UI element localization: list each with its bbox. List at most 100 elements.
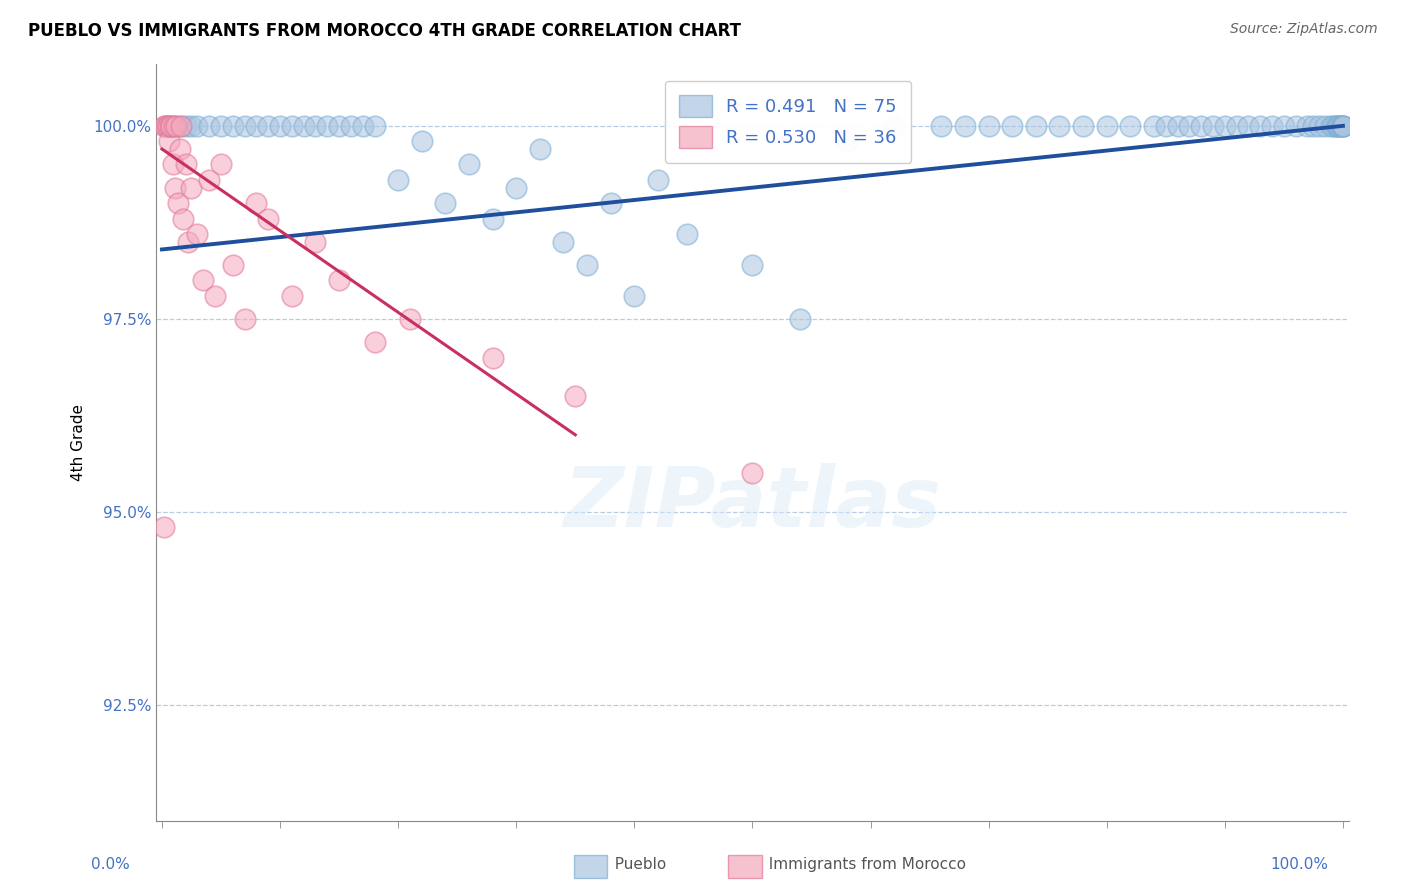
- Point: [434, 196, 457, 211]
- Point: [481, 211, 503, 226]
- Point: [165, 119, 187, 133]
- Point: [1202, 119, 1225, 133]
- Point: [193, 273, 215, 287]
- Point: [153, 119, 176, 133]
- Point: [222, 119, 245, 133]
- Point: [1320, 119, 1343, 133]
- Point: [167, 196, 190, 211]
- Point: [741, 467, 763, 481]
- Point: [352, 119, 374, 133]
- Point: [222, 258, 245, 272]
- Text: 0.0%: 0.0%: [91, 857, 131, 872]
- Point: [170, 119, 193, 133]
- Point: [977, 119, 1000, 133]
- Point: [576, 258, 599, 272]
- Point: [1095, 119, 1118, 133]
- Point: [1167, 119, 1189, 133]
- Point: [174, 157, 197, 171]
- Point: [399, 312, 422, 326]
- Point: [1001, 119, 1024, 133]
- Point: [160, 119, 183, 133]
- Point: [304, 119, 326, 133]
- Point: [204, 289, 226, 303]
- Point: [304, 235, 326, 249]
- Point: [1329, 119, 1351, 133]
- Point: [1296, 119, 1319, 133]
- Point: [174, 119, 197, 133]
- Point: [281, 289, 304, 303]
- Point: [931, 119, 953, 133]
- Point: [163, 180, 186, 194]
- Point: [1178, 119, 1201, 133]
- Point: [1226, 119, 1249, 133]
- Text: 100.0%: 100.0%: [1271, 857, 1329, 872]
- Point: [458, 157, 481, 171]
- Point: [209, 157, 232, 171]
- Point: [340, 119, 363, 133]
- Point: [1324, 119, 1347, 133]
- Point: [163, 119, 186, 133]
- Point: [1049, 119, 1071, 133]
- Point: [269, 119, 291, 133]
- Point: [1261, 119, 1284, 133]
- Point: [1308, 119, 1330, 133]
- Point: [257, 211, 280, 226]
- Point: [481, 351, 503, 365]
- Point: [316, 119, 339, 133]
- Point: [599, 196, 621, 211]
- Point: [292, 119, 315, 133]
- Point: [257, 119, 280, 133]
- Point: [155, 119, 177, 133]
- Point: [169, 142, 191, 156]
- Point: [156, 119, 179, 133]
- Point: [411, 134, 433, 148]
- Point: [529, 142, 551, 156]
- Point: [363, 119, 385, 133]
- Point: [1315, 119, 1337, 133]
- Point: [186, 227, 208, 241]
- Point: [1119, 119, 1142, 133]
- Point: [387, 173, 409, 187]
- Point: [328, 119, 350, 133]
- Point: [245, 196, 267, 211]
- Point: [363, 335, 385, 350]
- Point: [1330, 119, 1353, 133]
- Point: [186, 119, 208, 133]
- Point: [1331, 119, 1354, 133]
- Point: [180, 119, 202, 133]
- Point: [281, 119, 304, 133]
- Point: [177, 235, 200, 249]
- Text: Immigrants from Morocco: Immigrants from Morocco: [759, 857, 966, 872]
- Point: [1213, 119, 1236, 133]
- Point: [180, 180, 202, 194]
- Point: [553, 235, 575, 249]
- Text: ZIPatlas: ZIPatlas: [564, 463, 942, 543]
- Point: [1302, 119, 1324, 133]
- Point: [169, 119, 191, 133]
- Point: [953, 119, 976, 133]
- Point: [172, 211, 194, 226]
- Point: [741, 258, 763, 272]
- Point: [233, 312, 256, 326]
- Point: [163, 119, 186, 133]
- Point: [152, 520, 174, 534]
- Point: [1329, 119, 1351, 133]
- Point: [233, 119, 256, 133]
- Point: [1071, 119, 1094, 133]
- Point: [1154, 119, 1177, 133]
- Point: [1272, 119, 1295, 133]
- Point: [835, 134, 858, 148]
- Point: [647, 173, 669, 187]
- Point: [162, 157, 184, 171]
- Text: Pueblo: Pueblo: [605, 857, 666, 872]
- Point: [198, 173, 221, 187]
- Point: [159, 119, 181, 133]
- Text: Source: ZipAtlas.com: Source: ZipAtlas.com: [1230, 22, 1378, 37]
- Point: [1322, 119, 1344, 133]
- Point: [245, 119, 267, 133]
- Point: [505, 180, 527, 194]
- Point: [1249, 119, 1271, 133]
- Point: [1331, 119, 1354, 133]
- Point: [564, 389, 586, 403]
- Point: [1331, 119, 1354, 133]
